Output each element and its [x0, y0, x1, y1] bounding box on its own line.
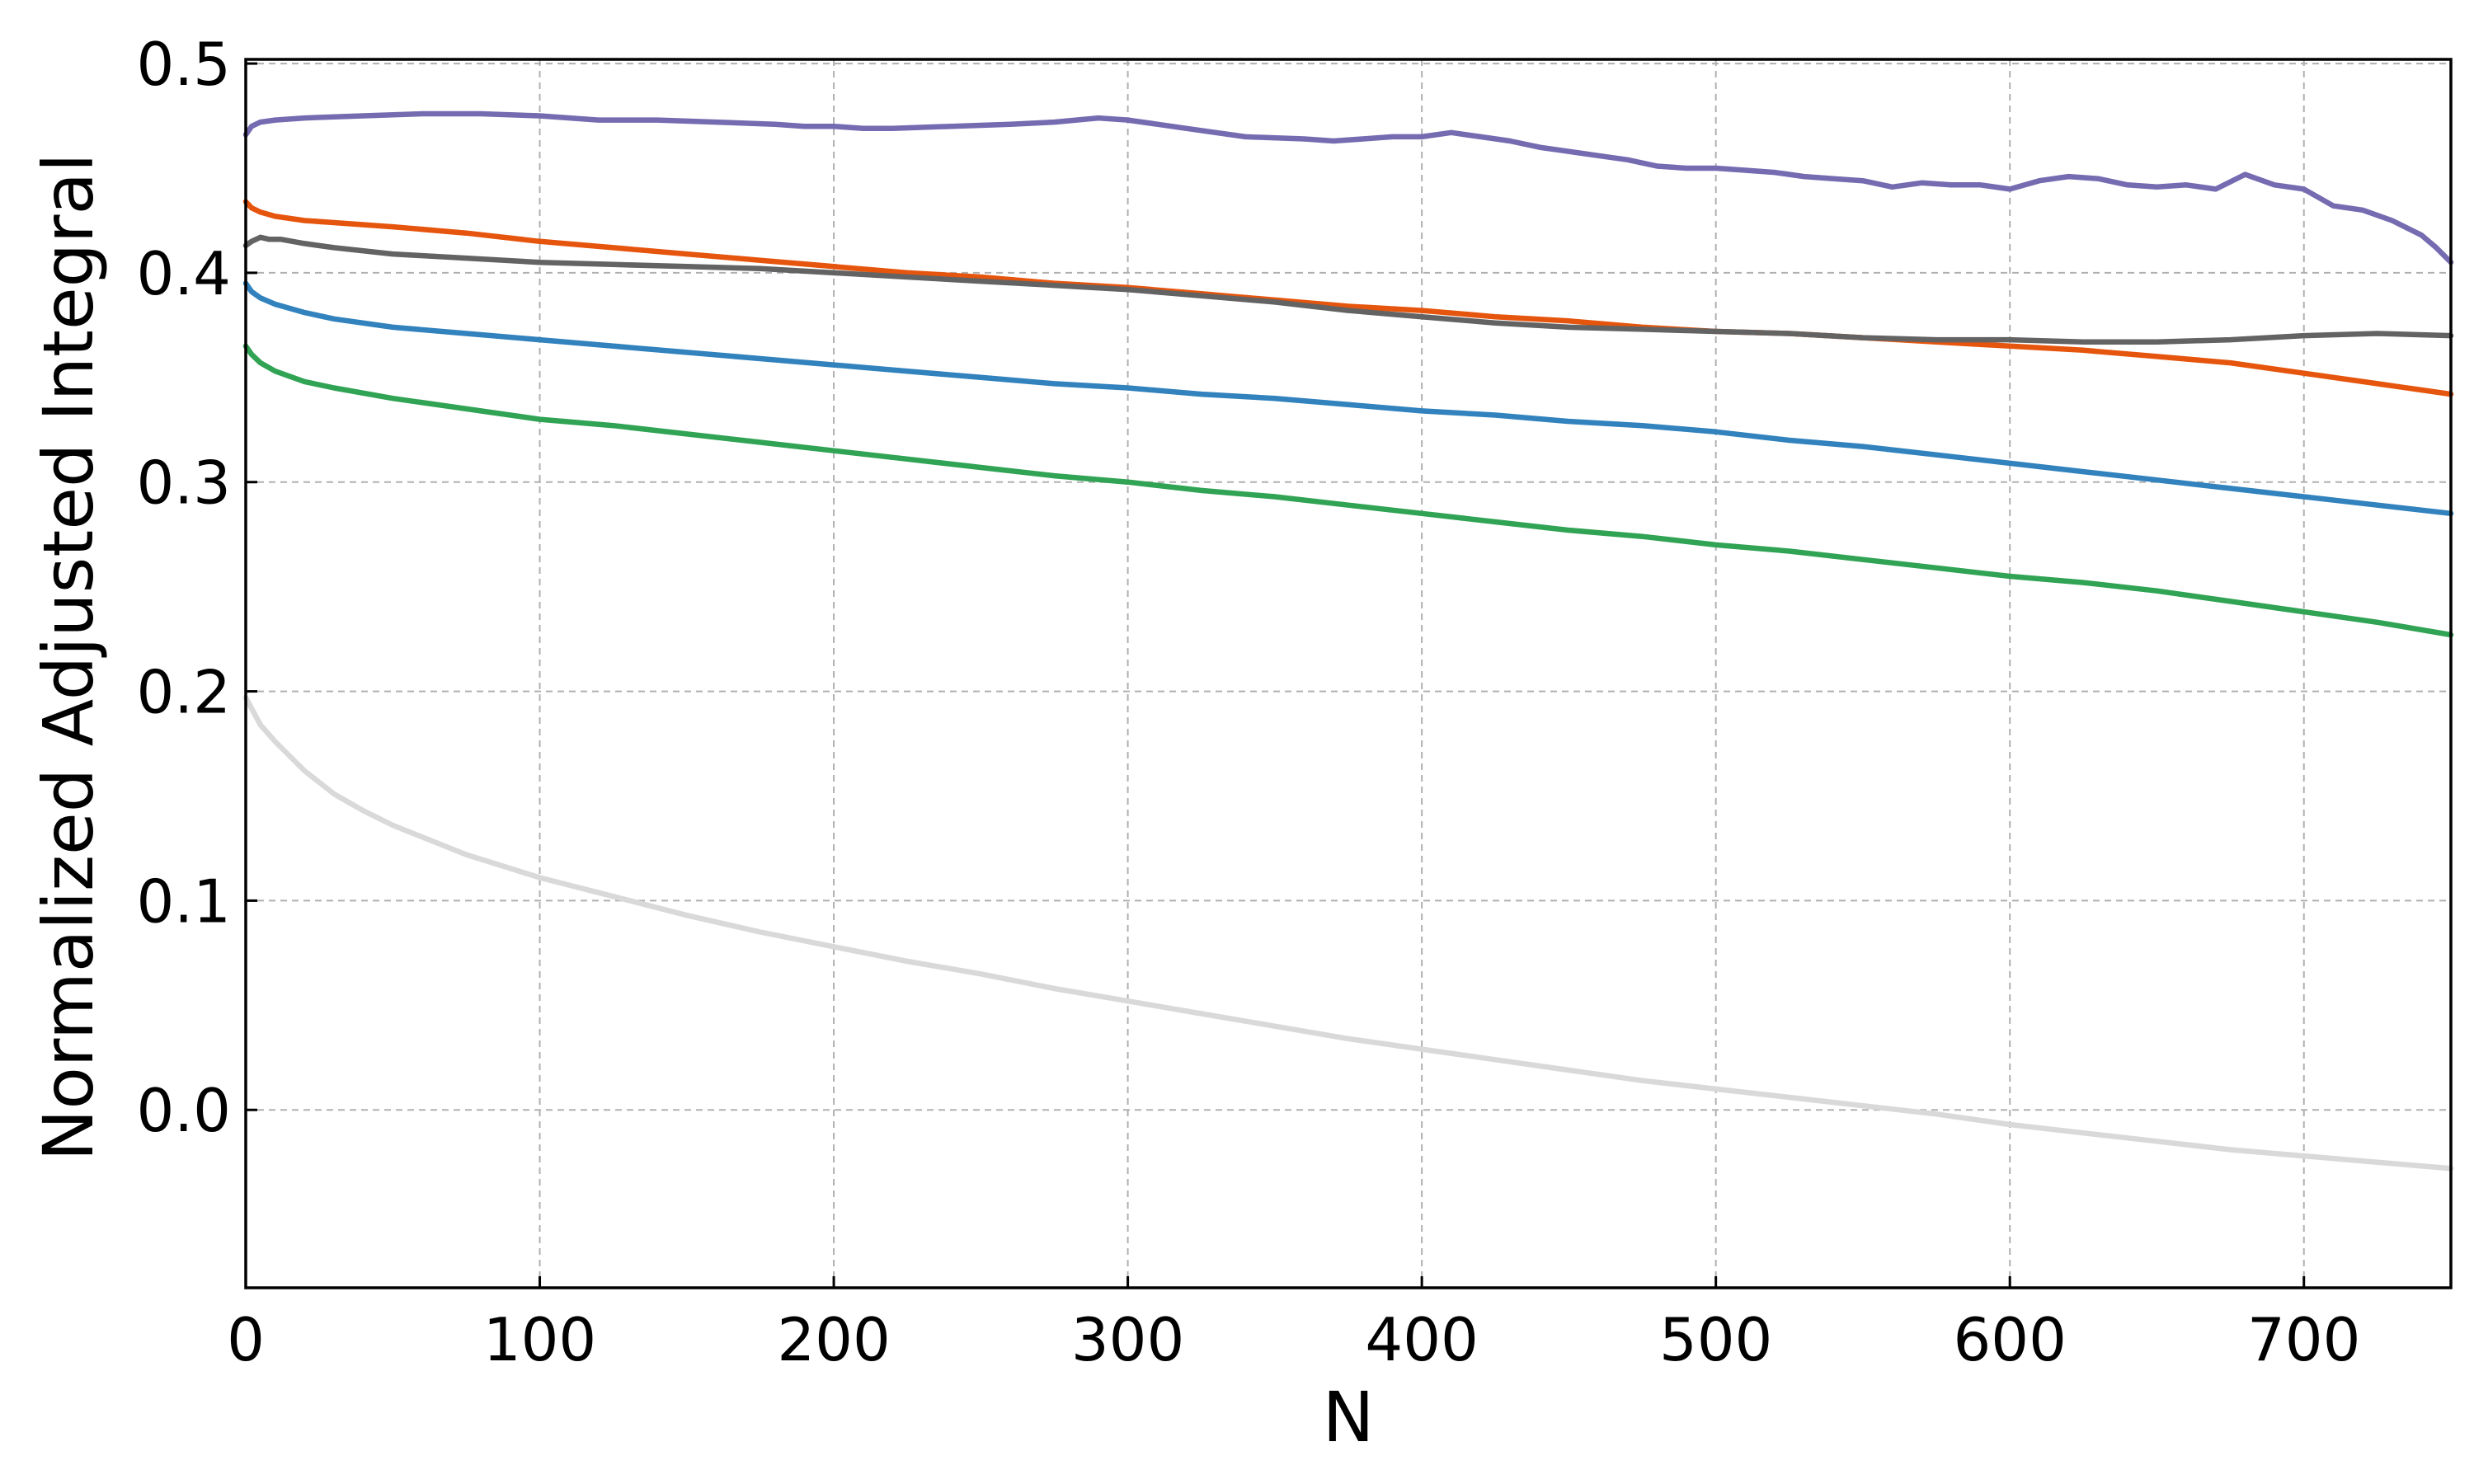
y-axis-title: Normalized Adjusted Integral [28, 153, 109, 1162]
y-tick-label: 0.3 [136, 448, 231, 518]
x-tick-label: 400 [1365, 1305, 1478, 1374]
x-tick-label: 100 [483, 1305, 596, 1374]
x-tick-label: 700 [2247, 1305, 2360, 1374]
grid [246, 59, 2451, 1288]
y-tick-label: 0.0 [136, 1076, 231, 1145]
series-line-2 [242, 343, 2454, 638]
series-line-6 [242, 110, 2454, 265]
series-lines [242, 110, 2454, 1172]
series-line-5 [242, 234, 2454, 345]
series-line-1 [242, 694, 2454, 1172]
x-tick-label: 600 [1953, 1305, 2066, 1374]
y-tick-label: 0.5 [136, 30, 231, 99]
x-axis-title: N [1323, 1377, 1375, 1458]
x-tick-label: 200 [777, 1305, 890, 1374]
tick-labels: 0 100 200 300 400 500 600 700 0.0 0.1 0.2 0.3 0.4 0.5 [136, 30, 2360, 1374]
plot-frame [244, 58, 2453, 1289]
y-tick-label: 0.4 [136, 239, 231, 308]
x-tick-label: 0 [227, 1305, 265, 1374]
x-tick-label: 500 [1659, 1305, 1772, 1374]
x-tick-label: 300 [1071, 1305, 1184, 1374]
y-tick-label: 0.2 [136, 658, 231, 727]
series-line-3 [242, 280, 2454, 517]
ticks [244, 62, 2306, 1288]
y-tick-label: 0.1 [136, 866, 231, 936]
